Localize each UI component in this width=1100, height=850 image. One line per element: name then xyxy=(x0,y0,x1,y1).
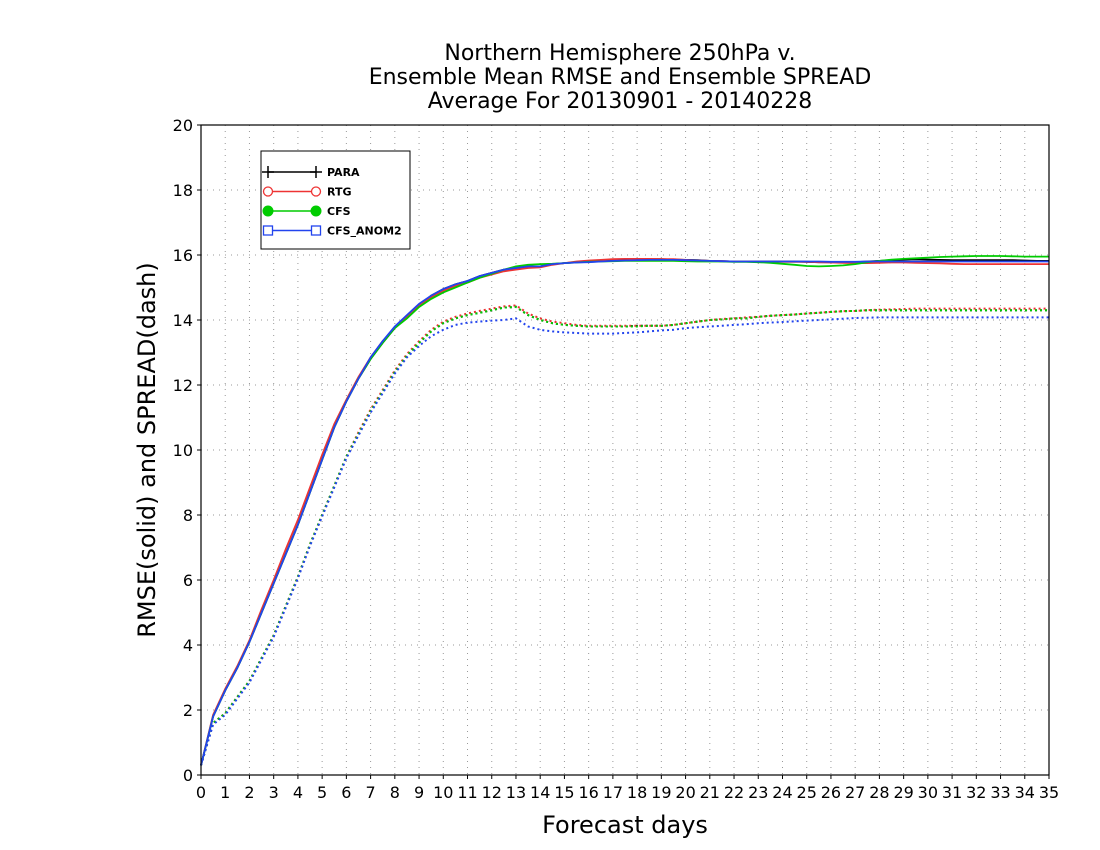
x-tick-label-5: 5 xyxy=(317,783,327,802)
x-tick-label-19: 19 xyxy=(651,783,671,802)
y-tick-label-7: 14 xyxy=(173,311,193,330)
x-tick-label-31: 31 xyxy=(942,783,962,802)
legend-label-para: PARA xyxy=(327,166,360,179)
legend-marker-para-1 xyxy=(310,166,322,178)
series-cfs-anom2-spread-line xyxy=(200,316,1049,766)
series-para-rmse-line xyxy=(200,258,1049,766)
y-axis-ticks: 0 2 4 6 8 10 12 14 16 18 20 xyxy=(173,116,201,785)
legend-marker-cfs-anom2-1 xyxy=(310,225,322,236)
x-tick-label-24: 24 xyxy=(772,783,792,802)
legend-marker-cfs-0 xyxy=(262,205,274,217)
chart-title: Northern Hemisphere 250hPa v. Ensemble M… xyxy=(369,41,872,114)
x-tick-label-4: 4 xyxy=(293,783,303,802)
x-tick-label-32: 32 xyxy=(966,783,986,802)
x-tick-label-1: 1 xyxy=(220,783,230,802)
y-tick-label-1: 2 xyxy=(183,701,193,720)
x-tick-label-25: 25 xyxy=(797,783,817,802)
x-tick-label-22: 22 xyxy=(724,783,744,802)
y-tick-label-6: 12 xyxy=(173,376,193,395)
x-tick-label-15: 15 xyxy=(554,783,574,802)
series-cfs-spread-line xyxy=(200,305,1049,766)
x-tick-label-26: 26 xyxy=(821,783,841,802)
x-tick-label-9: 9 xyxy=(414,783,424,802)
legend-label-cfs-anom2: CFS_ANOM2 xyxy=(327,225,402,238)
legend-marker-cfs-1 xyxy=(310,205,322,217)
grid xyxy=(201,125,1049,775)
series-cfs-anom2-rmse-line xyxy=(200,258,1049,766)
series-rtg-spread-line xyxy=(200,304,1049,766)
x-tick-label-0: 0 xyxy=(196,783,206,802)
title-line-3: Average For 20130901 - 20140228 xyxy=(428,89,813,114)
legend: PARA RTG CFS CFS_ANOM2 xyxy=(260,150,411,250)
y-tick-label-8: 16 xyxy=(173,246,193,265)
x-axis-label: Forecast days xyxy=(542,811,708,839)
x-tick-label-21: 21 xyxy=(700,783,720,802)
y-tick-label-10: 20 xyxy=(173,116,193,135)
y-tick-label-2: 4 xyxy=(183,636,193,655)
y-tick-label-5: 10 xyxy=(173,441,193,460)
series-para-spread-line xyxy=(200,305,1049,766)
legend-label-cfs: CFS xyxy=(327,205,351,218)
x-tick-label-12: 12 xyxy=(482,783,502,802)
x-tick-label-23: 23 xyxy=(748,783,768,802)
legend-marker-rtg-1 xyxy=(310,186,322,197)
y-tick-label-3: 6 xyxy=(183,571,193,590)
legend-label-rtg: RTG xyxy=(327,186,352,199)
plot-lines xyxy=(200,255,1049,766)
y-tick-label-9: 18 xyxy=(173,181,193,200)
x-tick-label-10: 10 xyxy=(433,783,453,802)
x-tick-label-33: 33 xyxy=(990,783,1010,802)
x-tick-label-30: 30 xyxy=(918,783,938,802)
legend-marker-rtg-0 xyxy=(262,186,274,197)
legend-marker-para-0 xyxy=(262,166,274,178)
y-tick-label-4: 8 xyxy=(183,506,193,525)
series-rtg-rmse-line xyxy=(200,257,1049,766)
x-axis-ticks: 0 1 2 3 4 5 6 7 8 9 10 11 12 13 14 15 16 17 18 19 20 21 22 23 24… xyxy=(196,775,1059,802)
x-tick-label-17: 17 xyxy=(603,783,623,802)
legend-box xyxy=(260,150,411,250)
y-tick-label-0: 0 xyxy=(183,766,193,785)
x-tick-label-34: 34 xyxy=(1015,783,1035,802)
x-tick-label-8: 8 xyxy=(390,783,400,802)
x-tick-label-29: 29 xyxy=(893,783,913,802)
x-tick-label-20: 20 xyxy=(675,783,695,802)
x-tick-label-35: 35 xyxy=(1039,783,1059,802)
title-line-1: Northern Hemisphere 250hPa v. xyxy=(444,41,795,66)
x-tick-label-27: 27 xyxy=(845,783,865,802)
legend-marker-cfs-anom2-0 xyxy=(262,225,274,236)
series-cfs-rmse-line xyxy=(200,255,1049,766)
x-tick-label-2: 2 xyxy=(244,783,254,802)
x-tick-label-14: 14 xyxy=(530,783,550,802)
y-axis-label: RMSE(solid) and SPREAD(dash) xyxy=(133,262,161,638)
x-tick-label-7: 7 xyxy=(366,783,376,802)
x-tick-label-13: 13 xyxy=(506,783,526,802)
x-tick-label-18: 18 xyxy=(627,783,647,802)
title-line-2: Ensemble Mean RMSE and Ensemble SPREAD xyxy=(369,65,872,90)
x-tick-label-6: 6 xyxy=(341,783,351,802)
x-tick-label-28: 28 xyxy=(869,783,889,802)
x-tick-label-16: 16 xyxy=(578,783,598,802)
x-tick-label-3: 3 xyxy=(269,783,279,802)
x-tick-label-11: 11 xyxy=(457,783,477,802)
